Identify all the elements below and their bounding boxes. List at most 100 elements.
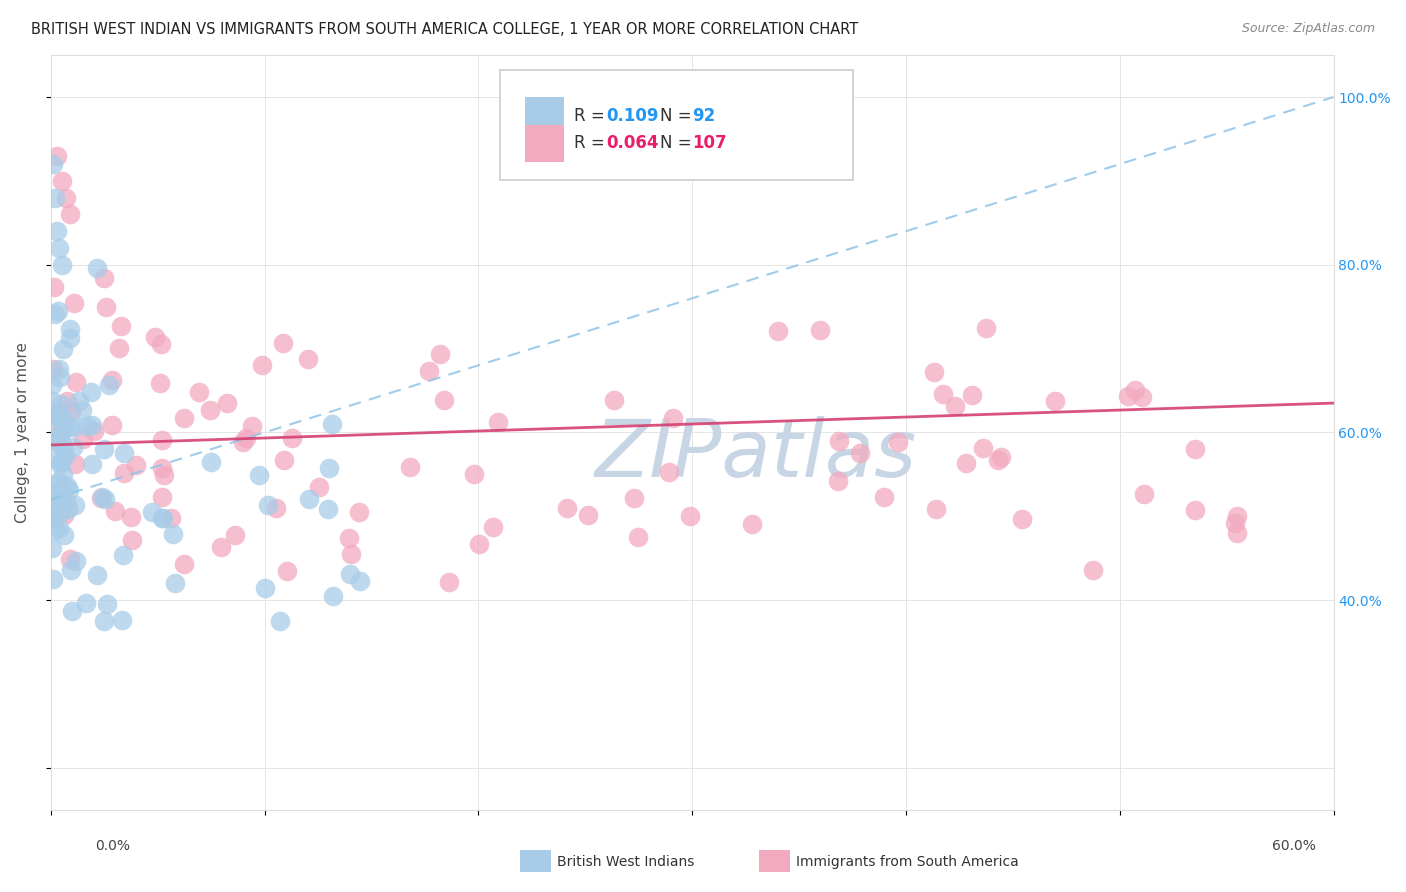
Point — [1118, 390, 1140, 404]
Point — [52, 409, 75, 424]
Point — [463, 467, 485, 481]
Point — [93, 442, 115, 456]
Point — [962, 388, 984, 402]
Point — [46, 304, 69, 318]
Point — [94, 301, 117, 315]
Point — [104, 504, 127, 518]
Point — [44, 409, 66, 424]
Point — [44, 280, 66, 294]
Text: N =: N = — [659, 106, 697, 125]
Point — [437, 574, 460, 589]
Point — [188, 384, 211, 399]
Point — [276, 564, 298, 578]
Point — [873, 490, 896, 504]
Point — [828, 434, 851, 449]
Point — [200, 455, 222, 469]
Point — [108, 341, 131, 355]
Point — [922, 365, 945, 379]
Y-axis label: College, 1 year or more: College, 1 year or more — [15, 342, 30, 523]
Point — [42, 157, 65, 171]
Point — [254, 581, 277, 595]
Point — [111, 613, 134, 627]
Point — [887, 435, 910, 450]
Point — [42, 362, 65, 376]
Point — [51, 397, 73, 411]
Point — [51, 489, 73, 503]
Point — [45, 486, 67, 500]
Text: 0.109: 0.109 — [606, 106, 659, 125]
Point — [94, 491, 117, 506]
Point — [943, 399, 966, 413]
Point — [52, 508, 75, 522]
Point — [149, 376, 172, 390]
Point — [848, 446, 870, 460]
Point — [120, 509, 142, 524]
Text: Immigrants from South America: Immigrants from South America — [796, 855, 1018, 869]
Point — [974, 320, 997, 334]
Point — [209, 540, 232, 554]
Point — [349, 574, 371, 588]
Point — [347, 505, 370, 519]
Point — [486, 415, 509, 429]
Point — [51, 425, 73, 440]
Point — [321, 417, 343, 431]
Point — [662, 410, 685, 425]
Point — [41, 428, 63, 442]
Point — [576, 508, 599, 522]
Point — [990, 450, 1012, 464]
Point — [215, 395, 238, 409]
Point — [51, 174, 73, 188]
Point — [808, 323, 831, 337]
Point — [59, 322, 82, 336]
Point — [235, 431, 257, 445]
Point — [76, 419, 98, 434]
Point — [318, 460, 340, 475]
Point — [399, 459, 422, 474]
Point — [150, 511, 173, 525]
Point — [48, 362, 70, 376]
Point — [80, 385, 103, 400]
Point — [143, 330, 166, 344]
Point — [52, 443, 75, 458]
Point — [165, 575, 187, 590]
Point — [269, 614, 291, 628]
Point — [93, 614, 115, 628]
Point — [45, 451, 67, 466]
Point — [429, 347, 451, 361]
Point — [111, 548, 134, 562]
Point — [46, 149, 69, 163]
Point — [1081, 563, 1104, 577]
Point — [112, 466, 135, 480]
Text: 92: 92 — [692, 106, 716, 125]
Point — [125, 458, 148, 472]
Point — [46, 435, 69, 450]
Point — [972, 441, 994, 455]
Point — [339, 566, 361, 581]
FancyBboxPatch shape — [499, 70, 852, 179]
Point — [280, 431, 302, 445]
Point — [41, 377, 63, 392]
Point — [49, 426, 72, 441]
Point — [141, 506, 163, 520]
Point — [658, 465, 681, 479]
Point — [41, 541, 63, 555]
Point — [925, 502, 948, 516]
Point — [271, 336, 294, 351]
Point — [1123, 383, 1146, 397]
Point — [45, 475, 67, 490]
Point — [97, 377, 120, 392]
Point — [52, 481, 75, 495]
Point — [60, 404, 83, 418]
Text: R =: R = — [574, 106, 610, 125]
Point — [433, 392, 456, 407]
Bar — [526, 96, 564, 135]
Point — [987, 453, 1010, 467]
Text: Source: ZipAtlas.com: Source: ZipAtlas.com — [1241, 22, 1375, 36]
Point — [418, 364, 440, 378]
Point — [316, 501, 339, 516]
Point — [955, 456, 977, 470]
Point — [93, 271, 115, 285]
Text: 0.0%: 0.0% — [96, 838, 131, 853]
Point — [627, 530, 650, 544]
Point — [162, 527, 184, 541]
